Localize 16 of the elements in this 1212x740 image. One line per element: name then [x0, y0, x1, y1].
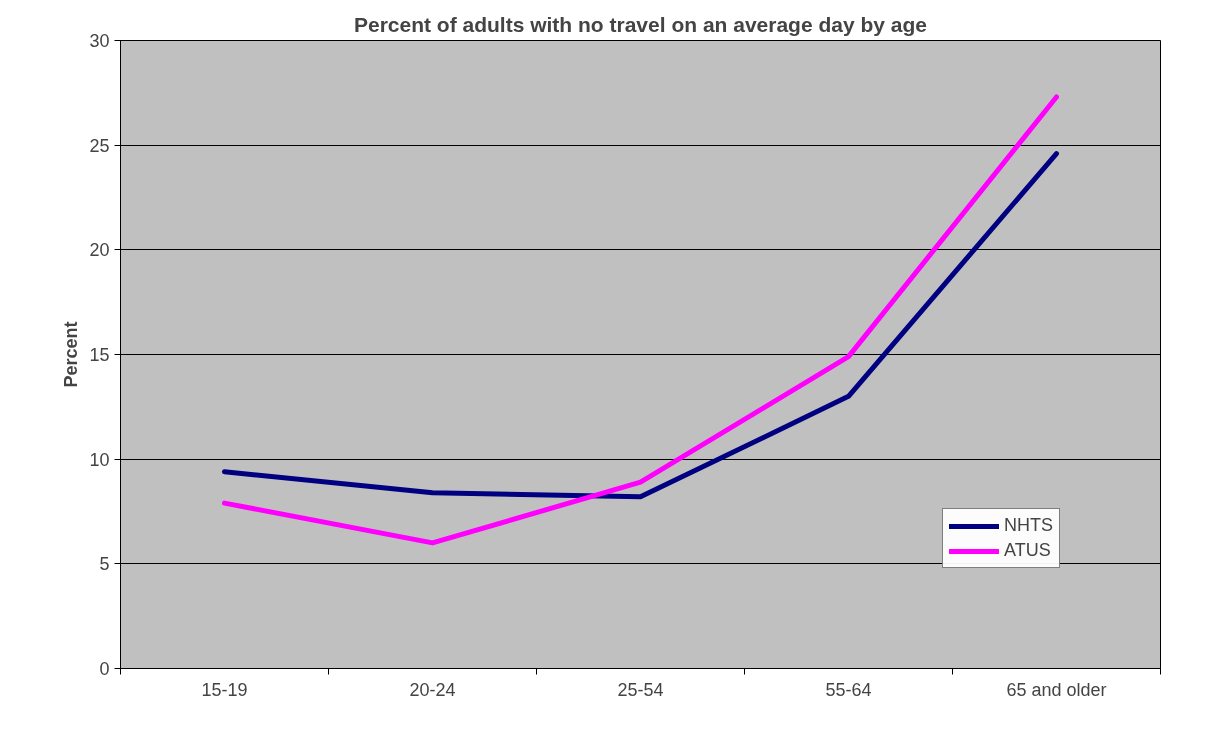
x-tick-label: 15-19: [201, 679, 248, 700]
x-tick-label: 55-64: [825, 679, 872, 700]
y-axis-title: Percent: [61, 321, 82, 388]
x-tick-label: 25-54: [617, 679, 664, 700]
y-tick-label: 15: [89, 345, 110, 365]
y-tick-label: 25: [89, 135, 110, 156]
legend-label: NHTS: [1004, 515, 1053, 536]
x-tick-label: 20-24: [409, 679, 456, 700]
chart-title: Percent of adults with no travel on an average day by age: [354, 12, 927, 36]
y-tick-label: 30: [89, 31, 110, 51]
y-tick-label: 0: [99, 659, 110, 679]
legend-label: ATUS: [1004, 540, 1051, 561]
y-tick-label: 5: [99, 554, 110, 575]
x-tick-label: 65 and older: [1006, 679, 1107, 700]
y-tick-label: 20: [89, 240, 110, 261]
y-tick-label: 10: [89, 449, 110, 470]
